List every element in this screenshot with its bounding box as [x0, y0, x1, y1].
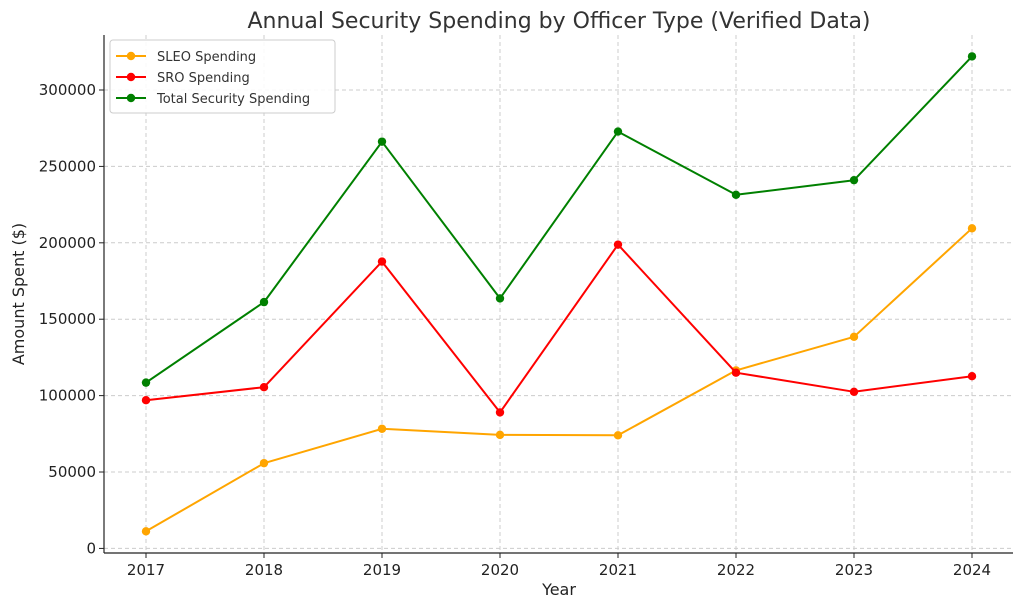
data-point-sro-spending: [967, 372, 977, 381]
legend-marker-total-security-spending: [126, 93, 136, 103]
series-sleo-spending: [141, 224, 977, 536]
data-point-sleo-spending: [967, 224, 977, 233]
data-point-total-security-spending: [259, 297, 269, 307]
y-tick-label: 250000: [39, 157, 96, 175]
y-tick-label: 50000: [48, 463, 96, 481]
data-point-sro-spending: [495, 408, 505, 417]
axes: [103, 35, 1013, 554]
y-tick-label: 200000: [39, 234, 96, 252]
series-line-sro-spending: [145, 243, 973, 414]
x-axis-label: Year: [541, 580, 576, 599]
legend-entry-sleo-spending: SLEO Spending: [157, 50, 256, 65]
legend-entry-sro-spending: SRO Spending: [157, 71, 250, 86]
data-point-total-security-spending: [613, 127, 623, 136]
grid: [104, 35, 1013, 553]
data-point-total-security-spending: [141, 378, 151, 387]
data-point-sleo-spending: [849, 332, 859, 341]
y-tick-label: 100000: [39, 387, 96, 405]
y-axis-label: Amount Spent ($): [9, 223, 28, 365]
data-point-sleo-spending: [259, 458, 269, 468]
x-tick-label: 2019: [363, 561, 401, 579]
x-tick-label: 2017: [127, 561, 165, 579]
x-tick-label: 2023: [835, 561, 873, 579]
series-sro-spending: [141, 240, 977, 417]
data-point-sro-spending: [259, 383, 269, 392]
data-point-sro-spending: [613, 240, 623, 249]
data-point-sleo-spending: [613, 431, 623, 440]
data-point-total-security-spending: [849, 175, 859, 185]
data-point-total-security-spending: [967, 52, 977, 61]
x-tick-label: 2021: [599, 561, 637, 579]
legend-box: [109, 39, 336, 114]
data-point-sro-spending: [849, 387, 859, 396]
data-point-sro-spending: [377, 257, 387, 266]
x-tick-label: 2024: [953, 561, 991, 579]
legend-entry-total-security-spending: Total Security Spending: [156, 92, 310, 107]
data-point-sleo-spending: [141, 527, 151, 536]
data-point-sro-spending: [141, 395, 151, 405]
series-line-sleo-spending: [145, 227, 973, 533]
series-total-security-spending: [141, 52, 977, 387]
chart-title: Annual Security Spending by Officer Type…: [247, 9, 870, 34]
data-point-total-security-spending: [377, 137, 387, 146]
data-point-sro-spending: [731, 368, 741, 377]
x-tick-label: 2020: [481, 561, 519, 579]
legend-marker-sro-spending: [126, 72, 136, 82]
series-line-total-security-spending: [145, 55, 973, 384]
series-layer: [141, 52, 977, 536]
y-tick-label: 0: [86, 539, 96, 557]
data-point-sleo-spending: [495, 430, 505, 440]
y-tick-label: 150000: [39, 310, 96, 328]
legend-marker-sleo-spending: [126, 51, 136, 61]
x-tick-label: 2018: [245, 561, 283, 579]
y-axis-ticks: 0 50000 100000 150000 200000 250000 300000: [39, 81, 104, 557]
data-point-total-security-spending: [495, 294, 505, 303]
y-tick-label: 300000: [39, 81, 96, 99]
legend: SLEO Spending SRO Spending Total Security …: [109, 39, 336, 114]
x-tick-label: 2022: [717, 561, 755, 579]
x-axis-ticks: 2017 2018 2019 2020 2021 2022 2023 2024: [127, 553, 991, 579]
data-point-sleo-spending: [377, 424, 387, 433]
data-point-total-security-spending: [731, 190, 741, 200]
